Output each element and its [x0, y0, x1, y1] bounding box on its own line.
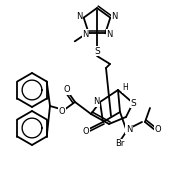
Text: N: N: [77, 12, 83, 21]
Text: N: N: [126, 125, 132, 134]
Text: O: O: [83, 127, 89, 136]
Text: Br: Br: [115, 140, 125, 148]
Text: O: O: [64, 85, 70, 94]
Text: S: S: [130, 98, 136, 108]
Text: N: N: [93, 98, 99, 106]
Text: N: N: [111, 12, 117, 21]
Text: O: O: [155, 125, 161, 134]
Text: S: S: [94, 47, 100, 56]
Text: O: O: [59, 108, 65, 117]
Text: H: H: [122, 83, 128, 92]
Text: N: N: [106, 30, 112, 39]
Text: N: N: [83, 30, 89, 39]
